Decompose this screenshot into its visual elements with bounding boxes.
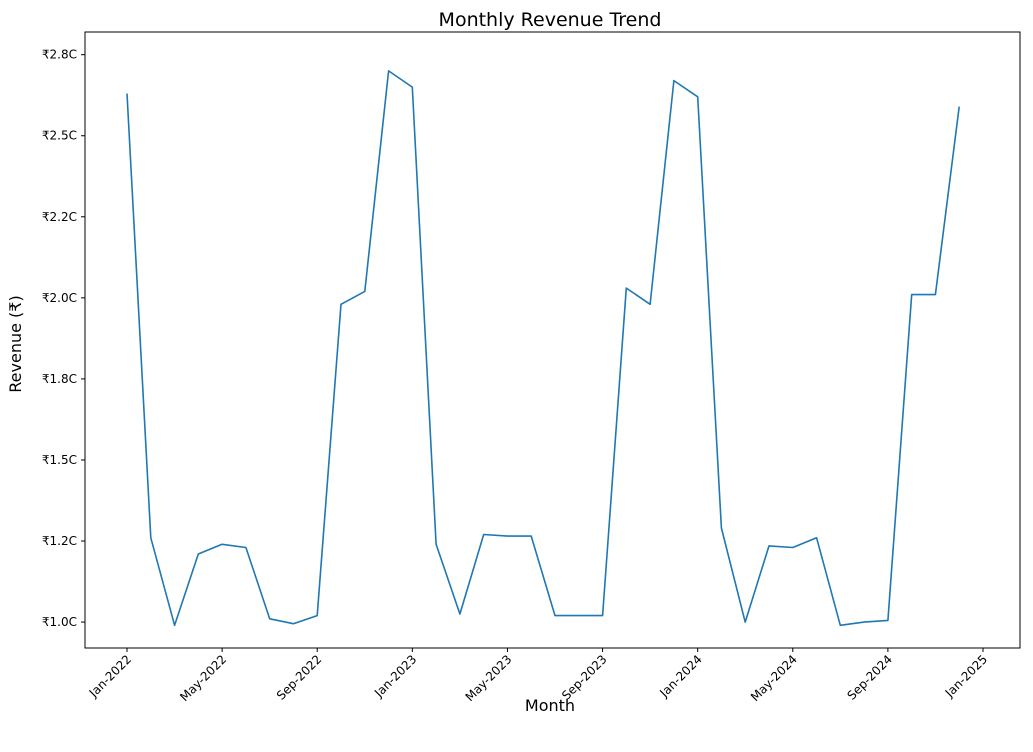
x-tick-label: May-2024 (748, 652, 800, 704)
y-axis-title: Revenue (₹) (6, 295, 25, 392)
y-tick-label: ₹2.5C (42, 129, 77, 143)
y-tick-label: ₹2.2C (42, 210, 77, 224)
x-tick-label: Jan-2023 (371, 652, 419, 700)
y-axis: ₹1.0C ₹1.2C ₹1.5C ₹1.8C ₹2.0C ₹2.2C ₹2.5C ₹2.8C (42, 48, 85, 629)
y-tick-label: ₹1.8C (42, 372, 77, 386)
x-axis-title: Month (525, 696, 575, 715)
y-tick-label: ₹2.0C (42, 291, 77, 305)
chart-title: Monthly Revenue Trend (439, 9, 662, 31)
y-tick-label: ₹1.2C (42, 534, 77, 548)
y-tick-label: ₹1.0C (42, 615, 77, 629)
x-tick-label: Sep-2022 (274, 652, 325, 703)
y-tick-label: ₹2.8C (42, 48, 77, 62)
x-tick-label: Jan-2025 (942, 652, 990, 700)
x-tick-label: Jan-2022 (86, 652, 134, 700)
x-tick-label: Sep-2024 (844, 652, 895, 703)
revenue-series-line (126, 70, 960, 627)
x-tick-label: May-2023 (463, 652, 515, 704)
y-tick-label: ₹1.5C (42, 453, 77, 467)
x-tick-label: May-2022 (177, 652, 229, 704)
plot-area (84, 31, 1021, 649)
x-tick-label: Jan-2024 (656, 652, 704, 700)
